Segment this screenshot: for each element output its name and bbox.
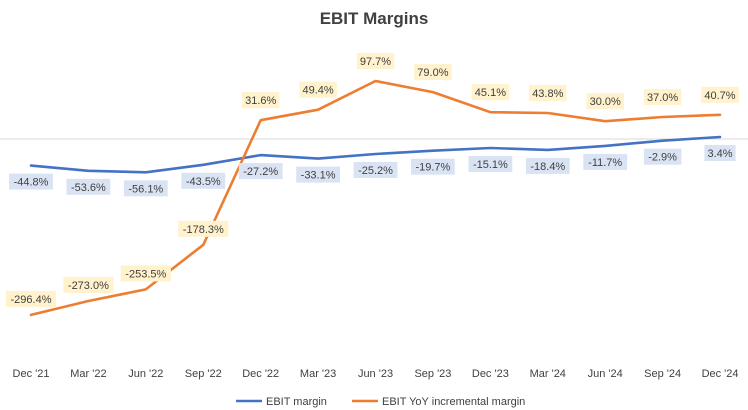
x-tick-label: Dec '22 xyxy=(242,368,279,380)
data-label: -2.9% xyxy=(648,152,677,164)
x-tick-label: Jun '24 xyxy=(588,368,623,380)
data-label: 40.7% xyxy=(704,90,735,102)
data-label-bg xyxy=(701,86,739,103)
data-label-bg xyxy=(181,172,226,189)
data-label-bg xyxy=(63,277,114,293)
data-label-bg xyxy=(586,93,624,110)
data-label: 3.4% xyxy=(707,148,732,160)
x-tick-label: Dec '21 xyxy=(13,368,50,380)
data-label-bg xyxy=(643,89,682,105)
data-label-bg xyxy=(120,265,171,282)
data-label-bg xyxy=(178,220,229,237)
data-label-bg xyxy=(353,162,398,178)
data-label: -25.2% xyxy=(358,165,393,177)
legend-label: EBIT YoY incremental margin xyxy=(382,396,525,408)
data-label: 79.0% xyxy=(417,67,448,79)
data-label: -53.6% xyxy=(71,182,106,194)
data-label: -11.7% xyxy=(588,157,622,169)
data-label: -253.5% xyxy=(125,268,166,280)
data-label: -273.0% xyxy=(68,280,109,292)
data-label: -19.7% xyxy=(415,162,450,174)
x-tick-label: Dec '23 xyxy=(472,368,509,380)
data-label-bg xyxy=(411,158,455,175)
data-label: 31.6% xyxy=(245,95,276,107)
data-label: 49.4% xyxy=(302,85,333,97)
data-label-bg xyxy=(643,148,682,165)
series-line-incremental-margin xyxy=(29,79,722,317)
data-label: -178.3% xyxy=(183,224,224,236)
data-labels: -44.8% -53.6% -56.1% -43.5% -27.2% -33.1% -25.… xyxy=(5,53,739,307)
data-label: -44.8% xyxy=(14,177,49,189)
data-label-bg xyxy=(296,166,340,183)
x-tick-label: Jun '23 xyxy=(358,368,393,380)
x-tick-label: Sep '23 xyxy=(414,368,451,380)
data-label-bg xyxy=(66,178,111,195)
data-label: 45.1% xyxy=(475,87,506,99)
data-label-bg xyxy=(704,145,736,161)
chart-title: EBIT Margins xyxy=(320,9,429,28)
data-label-bg xyxy=(238,163,283,180)
data-label-bg xyxy=(529,85,567,101)
data-label: 43.8% xyxy=(532,88,563,100)
x-tick-label: Mar '24 xyxy=(530,368,566,380)
plot-area: Dec '21 Mar '22 Jun '22 Sep '22 Dec '22 Mar '… xyxy=(0,53,748,380)
data-label-bg xyxy=(241,92,280,109)
data-label-bg xyxy=(583,153,628,170)
data-label: 97.7% xyxy=(360,56,391,68)
x-tick-label: Dec '24 xyxy=(702,368,739,380)
data-label-bg xyxy=(525,157,570,174)
data-label: 30.0% xyxy=(590,96,621,108)
x-tick-label: Mar '22 xyxy=(70,368,106,380)
data-label: -15.1% xyxy=(473,159,508,171)
data-label-bg xyxy=(123,180,168,197)
data-label: -18.4% xyxy=(530,161,565,173)
x-tick-label: Sep '24 xyxy=(644,368,681,380)
data-label-bg xyxy=(9,173,53,190)
series-line-ebit-margin xyxy=(29,135,722,174)
data-label-bg xyxy=(299,81,337,98)
data-label: 37.0% xyxy=(647,92,678,104)
x-tick-label: Mar '23 xyxy=(300,368,336,380)
legend: EBIT margin EBIT YoY incremental margin xyxy=(236,396,525,408)
data-label-bg xyxy=(468,156,513,172)
data-label-bg xyxy=(471,84,510,101)
data-label-bg xyxy=(414,64,452,81)
data-label-bg xyxy=(356,53,395,69)
data-label: -33.1% xyxy=(301,170,336,182)
data-label-bg xyxy=(5,290,56,307)
data-label: -27.2% xyxy=(243,166,278,178)
x-tick-label: Jun '22 xyxy=(128,368,163,380)
data-label: -43.5% xyxy=(186,176,221,188)
data-label: -56.1% xyxy=(128,183,163,195)
x-tick-label: Sep '22 xyxy=(185,368,222,380)
legend-label: EBIT margin xyxy=(266,396,327,408)
data-label: -296.4% xyxy=(11,294,52,306)
